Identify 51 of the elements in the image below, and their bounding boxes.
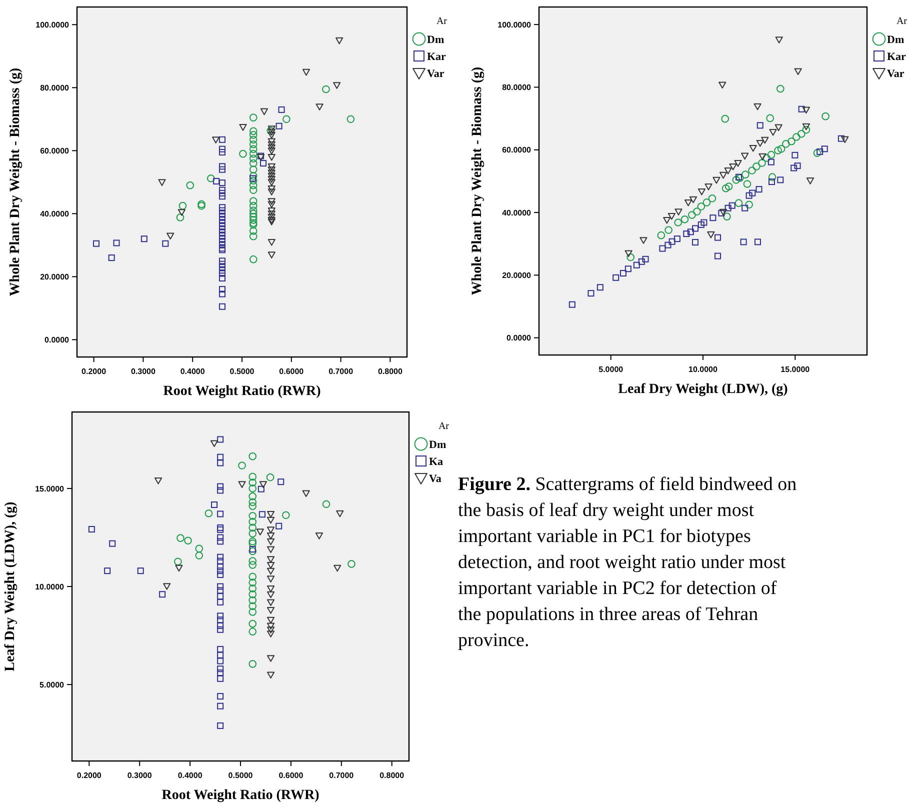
y-tick-label: 40.0000 [502, 208, 532, 218]
x-tick-label: 0.8000 [378, 367, 403, 376]
x-tick-label: 0.2000 [76, 771, 102, 780]
x-tick-label: 0.4000 [180, 367, 206, 376]
x-axis-title: Root Weight Ratio (RWR) [163, 384, 322, 399]
legend-label: Dm [887, 34, 904, 46]
y-tick-label: 80.0000 [40, 83, 70, 92]
x-tick-label: 0.6000 [279, 367, 304, 376]
y-tick-label: 20.0000 [502, 270, 532, 280]
legend-label: Ka [429, 456, 444, 468]
x-tick-label: 10.0000 [688, 365, 718, 374]
x-tick-label: 0.6000 [278, 771, 304, 780]
x-tick-label: 0.3000 [130, 367, 156, 376]
y-tick-label: 100.0000 [498, 20, 532, 30]
legend-label: Var [427, 68, 444, 80]
y-tick-label: 15.0000 [35, 484, 65, 494]
y-tick-label: 100.0000 [36, 20, 70, 30]
legend-title: Ar [896, 16, 908, 27]
x-tick-label: 15.0000 [780, 365, 810, 374]
y-tick-label: 10.0000 [35, 582, 65, 592]
y-tick-label: 0.0000 [506, 334, 532, 343]
x-tick-label: 0.2000 [82, 367, 107, 376]
x-axis-title: Leaf Dry Weight (LDW), (g) [618, 382, 788, 397]
legend-title: Ar [436, 16, 448, 27]
y-tick-label: 40.0000 [40, 209, 70, 218]
y-tick-label: 60.0000 [502, 146, 532, 155]
y-tick-label: 60.0000 [40, 146, 70, 156]
legend-label: Var [887, 68, 904, 80]
x-tick-label: 0.8000 [380, 771, 405, 780]
legend-label: Kar [427, 50, 446, 63]
x-tick-label: 5.0000 [598, 365, 624, 374]
x-tick-label: 0.7000 [329, 771, 354, 780]
y-axis-title: Leaf Dry Weight (LDW), (g) [3, 501, 18, 672]
x-tick-label: 0.3000 [127, 771, 152, 780]
legend-label: Va [429, 472, 442, 485]
x-tick-label: 0.7000 [328, 367, 354, 376]
legend-label: Dm [427, 34, 444, 46]
y-axis-title: Whole Plant Dry Weight - Biomass (g) [8, 67, 23, 296]
y-tick-label: 20.0000 [40, 272, 70, 282]
y-tick-label: 0.0000 [44, 335, 70, 344]
text: Figure 2. [458, 474, 536, 495]
legend-label: Dm [429, 438, 446, 451]
x-axis-title: Root Weight Ratio (RWR) [162, 788, 320, 803]
y-tick-label: 80.0000 [502, 82, 532, 92]
y-tick-label: 5.0000 [40, 680, 65, 690]
x-tick-label: 0.4000 [178, 771, 203, 780]
y-axis-title: Whole Plant Dry Weight - Biomass (g) [470, 66, 485, 296]
x-tick-label: 0.5000 [230, 367, 255, 376]
x-tick-label: 0.5000 [228, 771, 254, 780]
legend-label: Kar [887, 50, 906, 63]
legend-title: Ar [438, 421, 450, 432]
